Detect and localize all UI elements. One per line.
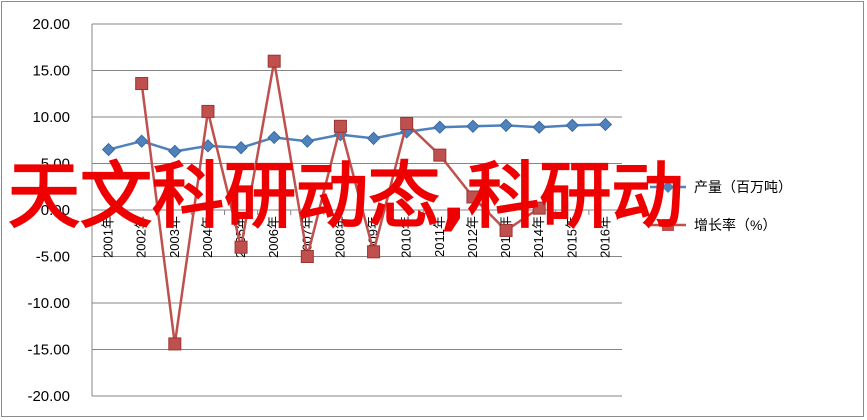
data-point [532, 201, 546, 215]
data-point [168, 144, 182, 159]
data-point [234, 240, 248, 254]
series-2 [135, 54, 546, 351]
data-point [300, 134, 315, 148]
y-tick-label: 15.00 [32, 63, 70, 80]
x-tick-label: 2006年 [266, 216, 281, 258]
legend-label: 增长率（%） [694, 217, 776, 233]
data-point [101, 142, 116, 157]
x-tick-label: 2001年 [101, 216, 116, 258]
data-point [565, 118, 580, 133]
data-point [234, 140, 248, 155]
x-tick-label: 2008年 [332, 216, 347, 258]
data-point [499, 223, 513, 237]
y-tick-label: 10.00 [32, 109, 70, 126]
legend-swatch-marker [662, 219, 674, 231]
data-point [267, 130, 281, 145]
x-tick-label: 2015年 [564, 216, 579, 258]
data-point [598, 117, 613, 132]
data-point [367, 245, 381, 259]
data-point [135, 77, 149, 91]
data-point [466, 190, 480, 204]
data-point [201, 104, 215, 118]
data-point [333, 119, 347, 133]
data-point [433, 120, 447, 134]
y-tick-label: 0.00 [41, 202, 70, 219]
legend: 产量（百万吨） 增长率（%） [650, 179, 792, 233]
data-point [267, 54, 281, 68]
legend-label: 产量（百万吨） [694, 179, 792, 195]
data-point [134, 134, 149, 148]
series-1 [101, 117, 613, 159]
y-tick-label: -5.00 [36, 249, 70, 266]
data-point [366, 131, 381, 146]
x-tick-label: 2010年 [399, 216, 414, 258]
data-point [466, 119, 480, 134]
data-point [532, 120, 546, 134]
x-tick-label: 2014年 [531, 216, 546, 258]
y-tick-label: 20.00 [32, 16, 70, 33]
data-point [400, 117, 414, 131]
y-tick-label: -20.00 [27, 388, 70, 405]
series-group [101, 54, 613, 351]
watermark-text: 天文科研动态,科研动 [8, 154, 684, 238]
data-point [300, 250, 314, 263]
data-point [433, 148, 447, 162]
series-line [108, 123, 606, 153]
x-tick-label: 2016年 [597, 216, 612, 258]
legend-swatch-marker [662, 181, 674, 193]
y-tick-label: 5.00 [41, 156, 70, 173]
x-tick-label: 2012年 [465, 216, 480, 258]
y-tick-label: -15.00 [27, 342, 70, 359]
x-tick-label: 2004年 [200, 216, 215, 258]
x-tick-label: 2003年 [167, 216, 182, 258]
y-axis: 20.00 15.00 10.00 5.00 0.00 -5.00 -10.00 -15.00… [27, 16, 93, 405]
x-tick-label: 2002年 [134, 216, 149, 258]
x-tick-label: 2011年 [432, 216, 447, 257]
data-point [168, 337, 182, 351]
data-point [499, 118, 513, 133]
y-tick-label: -10.00 [27, 295, 70, 312]
